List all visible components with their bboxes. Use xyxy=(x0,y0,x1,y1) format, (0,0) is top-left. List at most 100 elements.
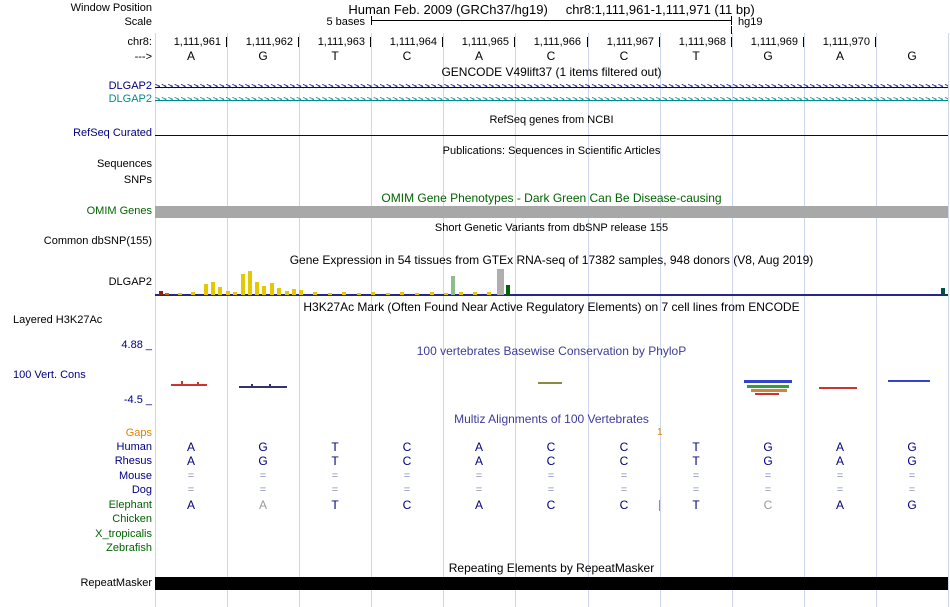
conservation-mark xyxy=(744,380,792,383)
alignment-base: G xyxy=(907,454,917,468)
gtex-expression-bar[interactable] xyxy=(400,292,404,295)
track-label-snps[interactable]: SNPs xyxy=(123,174,152,186)
gtex-expression-bar[interactable] xyxy=(459,292,463,295)
alignment-gap-marker: 1 xyxy=(657,427,663,438)
ruler-position: 1,111,968 xyxy=(678,36,726,48)
gtex-expression-bar[interactable] xyxy=(415,293,419,295)
reference-base: T xyxy=(692,49,700,63)
gtex-expression-bar[interactable] xyxy=(357,293,361,295)
reference-base: C xyxy=(619,49,629,63)
gencode-title: GENCODE V49lift37 (1 items filtered out) xyxy=(441,65,662,79)
alignment-base: A xyxy=(474,498,483,512)
gtex-expression-bar[interactable] xyxy=(226,291,230,295)
alignment-base: A xyxy=(835,454,844,468)
gtex-expression-bar[interactable] xyxy=(371,292,375,295)
gtex-expression-bar[interactable] xyxy=(299,290,303,295)
alignment-base: = xyxy=(547,484,555,496)
gtex-expression-bar[interactable] xyxy=(191,292,195,295)
chrom-label: chr8: xyxy=(127,36,152,48)
track-label-dbsnp[interactable]: Common dbSNP(155) xyxy=(43,235,152,247)
h3k27ac-title: H3K27Ac Mark (Often Found Near Active Re… xyxy=(303,300,800,314)
conservation-mark xyxy=(755,393,779,395)
conservation-mark xyxy=(751,389,787,392)
gtex-expression-bar[interactable] xyxy=(211,282,215,295)
species-label-chicken[interactable]: Chicken xyxy=(112,513,152,525)
column-guideline xyxy=(371,33,372,607)
reference-base: A xyxy=(835,49,844,63)
ruler-position: 1,111,966 xyxy=(533,36,581,48)
track-label-repeatmasker[interactable]: RepeatMasker xyxy=(80,577,152,589)
gtex-expression-bar[interactable] xyxy=(292,289,296,295)
scale-bar-right-tick xyxy=(731,16,732,25)
gtex-expression-bar[interactable] xyxy=(444,293,448,295)
gtex-expression-bar[interactable] xyxy=(178,293,182,295)
track-label-omim-genes[interactable]: OMIM Genes xyxy=(86,205,152,217)
alignment-gap-tick xyxy=(659,500,660,511)
ruler-position: 1,111,970 xyxy=(822,36,870,48)
alignment-base: = xyxy=(403,484,411,496)
omim-gene-bar[interactable] xyxy=(155,206,948,218)
alignment-base: C xyxy=(619,498,629,512)
gtex-expression-bar[interactable] xyxy=(430,292,434,295)
gtex-expression-bar[interactable] xyxy=(941,288,945,295)
gtex-expression-bar[interactable] xyxy=(241,274,245,295)
ruler-position: 1,111,962 xyxy=(245,36,293,48)
track-label-sequences[interactable]: Sequences xyxy=(96,158,152,170)
reference-base: A xyxy=(186,49,195,63)
alignment-base: C xyxy=(546,440,556,454)
track-label-gencode-dlgap2-2[interactable]: DLGAP2 xyxy=(108,93,152,105)
gtex-expression-bar[interactable] xyxy=(451,276,455,295)
gtex-expression-bar[interactable] xyxy=(497,269,504,295)
gtex-expression-bar[interactable] xyxy=(233,292,237,295)
gtex-expression-bar[interactable] xyxy=(165,293,169,295)
track-label-h3k27ac[interactable]: Layered H3K27Ac xyxy=(13,314,103,326)
gtex-expression-bar[interactable] xyxy=(270,283,274,295)
column-guideline xyxy=(155,33,156,607)
track-label-gencode-dlgap2-1[interactable]: DLGAP2 xyxy=(108,80,152,92)
track-label-refseq-curated[interactable]: RefSeq Curated xyxy=(73,127,152,139)
track-label-phylop[interactable]: 100 Vert. Cons xyxy=(13,369,86,381)
species-label-dog[interactable]: Dog xyxy=(131,484,152,496)
species-label-mouse[interactable]: Mouse xyxy=(118,470,152,482)
gtex-expression-bar[interactable] xyxy=(248,271,252,295)
alignment-base: C xyxy=(546,454,556,468)
track-label-gtex-gene[interactable]: DLGAP2 xyxy=(108,276,152,288)
scale-bar xyxy=(371,20,732,21)
alignment-base: = xyxy=(259,470,267,482)
gtex-expression-bar[interactable] xyxy=(285,291,289,295)
gtex-expression-bar[interactable] xyxy=(313,292,317,295)
gtex-expression-bar[interactable] xyxy=(204,284,208,295)
alignment-base: C xyxy=(619,440,629,454)
species-label-rhesus[interactable]: Rhesus xyxy=(114,455,152,467)
assembly-short-label: hg19 xyxy=(738,16,763,28)
species-label-human[interactable]: Human xyxy=(116,441,152,453)
gtex-expression-bar[interactable] xyxy=(342,292,346,295)
column-guideline xyxy=(876,33,877,607)
gtex-expression-bar[interactable] xyxy=(255,282,259,295)
gtex-expression-bar[interactable] xyxy=(218,287,222,295)
strand-arrows-icon: >>>>>>>>>>>>>>>>>>>>>>>>>>>>>>>>>>>>>>>>… xyxy=(155,82,948,92)
refseq-title: RefSeq genes from NCBI xyxy=(489,114,614,126)
track-label-gaps[interactable]: Gaps xyxy=(125,427,152,439)
ruler-tick xyxy=(587,37,588,47)
gtex-expression-bar[interactable] xyxy=(159,291,163,295)
conservation-mark xyxy=(181,381,183,386)
ruler-position: 1,111,969 xyxy=(750,36,798,48)
gtex-expression-bar[interactable] xyxy=(473,292,477,295)
gtex-expression-bar[interactable] xyxy=(277,288,281,295)
gtex-expression-bar[interactable] xyxy=(386,293,390,295)
species-label-x_tropicalis[interactable]: X_tropicalis xyxy=(95,528,152,540)
refseq-gene-line[interactable] xyxy=(155,135,948,136)
species-label-zebrafish[interactable]: Zebrafish xyxy=(106,542,152,554)
gtex-expression-bar[interactable] xyxy=(506,285,510,295)
gencode-transcript[interactable]: >>>>>>>>>>>>>>>>>>>>>>>>>>>>>>>>>>>>>>>>… xyxy=(155,82,948,93)
repeatmasker-bar[interactable] xyxy=(155,577,948,590)
species-label-elephant[interactable]: Elephant xyxy=(108,499,152,511)
gtex-expression-bar[interactable] xyxy=(328,293,332,295)
repeatmasker-title: Repeating Elements by RepeatMasker xyxy=(448,561,655,575)
gencode-transcript[interactable]: >>>>>>>>>>>>>>>>>>>>>>>>>>>>>>>>>>>>>>>>… xyxy=(155,95,948,106)
alignment-base: T xyxy=(331,440,339,454)
gtex-expression-bar[interactable] xyxy=(487,292,491,295)
gtex-expression-bar[interactable] xyxy=(262,286,266,295)
